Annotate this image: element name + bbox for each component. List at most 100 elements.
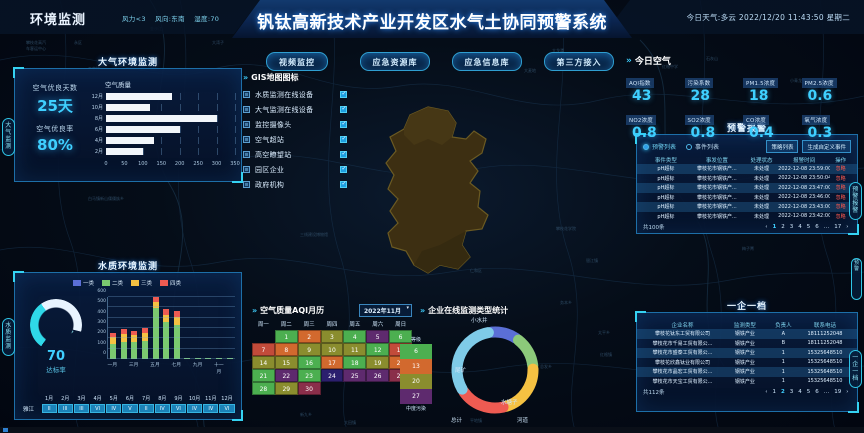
gis-layer-checkbox[interactable] xyxy=(340,150,347,158)
donut-segment[interactable] xyxy=(451,327,494,395)
calendar-day-cell[interactable]: 25 xyxy=(343,369,367,382)
gis-layer-item[interactable]: 高空瞭望站 xyxy=(243,147,347,162)
grade-cell[interactable]: IV xyxy=(106,404,122,413)
grade-cell[interactable]: VI xyxy=(219,404,235,413)
calendar-day-cell[interactable]: 4 xyxy=(343,330,367,343)
donut-segment[interactable] xyxy=(458,386,509,414)
calendar-day-cell[interactable]: 6 xyxy=(389,330,412,343)
table-row[interactable]: 攀枝花市盛泰工贸有限公... 钢铁产业 1 15325648510 xyxy=(637,348,857,358)
table-row[interactable]: 攀枝花欣鑫钛业有限公司 钢铁产业 1 15325648510 xyxy=(637,358,857,368)
page-number[interactable]: 19 xyxy=(834,389,842,395)
calendar-day-cell[interactable]: 19 xyxy=(366,356,390,369)
table-row[interactable]: pH超标 攀枝花市钢铁产... 未处理 2022-12-08 23:47:00 忽略 xyxy=(637,183,857,193)
table-row[interactable]: 攀枝花市晶宏工贸有限公... 钢铁产业 1 15325648510 xyxy=(637,367,857,377)
gis-layer-item[interactable]: 监控摄像头 xyxy=(243,117,347,132)
prev-page-button[interactable]: ‹ xyxy=(765,389,768,395)
calendar-day-cell[interactable]: 8 xyxy=(274,343,298,356)
calendar-day-cell[interactable]: 16 xyxy=(297,356,321,369)
gis-layer-checkbox[interactable] xyxy=(340,165,347,173)
calendar-day-cell[interactable]: 24 xyxy=(320,369,344,382)
tab-emergency-info[interactable]: 应急信息库 xyxy=(452,52,522,71)
calendar-day-cell[interactable]: 18 xyxy=(343,356,367,369)
calendar-day-cell[interactable]: 9 xyxy=(297,343,321,356)
page-number[interactable]: 2 xyxy=(780,389,785,395)
calendar-day-cell[interactable]: 10 xyxy=(320,343,344,356)
grade-cell[interactable]: IV xyxy=(154,404,170,413)
grade-cell[interactable]: IV xyxy=(187,404,203,413)
side-tab-atmosphere[interactable]: 大气监测 xyxy=(2,118,15,156)
month-select[interactable]: 2022年11月 xyxy=(358,304,412,317)
page-number[interactable]: 5 xyxy=(806,224,811,230)
page-number[interactable]: 4 xyxy=(798,224,802,230)
page-number[interactable]: 5 xyxy=(806,389,811,395)
tab-third-party-access[interactable]: 第三方接入 xyxy=(544,52,614,71)
create-custom-event-button[interactable]: 生成自定义事件 xyxy=(802,140,851,153)
calendar-day-cell[interactable]: 28 xyxy=(252,382,275,395)
grade-cell[interactable]: II xyxy=(138,404,154,413)
ignore-action-link[interactable]: 忽略 xyxy=(835,185,846,192)
next-page-button[interactable]: › xyxy=(846,224,849,230)
calendar-day-cell[interactable]: 1 xyxy=(274,330,298,343)
ignore-action-link[interactable]: 忽略 xyxy=(835,213,846,220)
side-scroll-handle[interactable]: 预警 xyxy=(851,258,862,300)
ignore-action-link[interactable]: 忽略 xyxy=(835,175,846,182)
ignore-action-link[interactable]: 忽略 xyxy=(835,204,846,211)
grade-cell[interactable]: II xyxy=(41,404,57,413)
strategy-list-button[interactable]: 策略列表 xyxy=(766,140,799,153)
calendar-day-cell[interactable]: 5 xyxy=(366,330,390,343)
calendar-day-cell[interactable]: 7 xyxy=(252,343,275,356)
header-module-name[interactable]: 环境监测 xyxy=(30,13,87,28)
page-number[interactable]: … xyxy=(823,389,830,395)
table-row[interactable]: 攀枝花市天宝工贸有限公... 钢铁产业 1 15325648510 xyxy=(637,377,857,387)
page-number[interactable]: 1 xyxy=(772,389,776,395)
gis-layer-checkbox[interactable] xyxy=(340,135,347,143)
calendar-day-cell[interactable]: 12 xyxy=(366,343,390,356)
page-number[interactable]: 1 xyxy=(772,224,777,230)
gis-layer-checkbox[interactable] xyxy=(340,90,347,98)
calendar-day-cell[interactable]: 15 xyxy=(274,356,298,369)
calendar-day-cell[interactable]: 30 xyxy=(297,382,321,395)
side-tab-alert[interactable]: 预警报警 xyxy=(849,182,862,220)
radio-alert-list[interactable]: 预警列表 xyxy=(643,142,676,151)
gis-layer-checkbox[interactable] xyxy=(340,105,347,113)
page-number[interactable]: 17 xyxy=(834,224,842,230)
tab-video-monitor[interactable]: 视频监控 xyxy=(266,52,328,71)
calendar-day-cell[interactable]: 14 xyxy=(252,356,275,369)
table-row[interactable]: pH超标 攀枝花市钢铁产... 未处理 2022-12-08 23:46:00 忽略 xyxy=(637,193,857,203)
gis-layer-item[interactable]: 空气超站 xyxy=(243,132,347,147)
prev-page-button[interactable]: ‹ xyxy=(765,224,768,230)
grade-cell[interactable]: IV xyxy=(203,404,219,413)
donut-segment[interactable] xyxy=(486,326,522,344)
table-row[interactable]: pH超标 攀枝花市钢铁产... 未处理 2022-12-08 23:43:00 忽略 xyxy=(637,202,857,212)
table-row[interactable]: 攀枝花市千易工贸有限公... 钢铁产业 B 18111252048 xyxy=(637,339,857,349)
table-row[interactable]: pH超标 攀枝花市钢铁产... 未处理 2022-12-08 23:50:04 忽略 xyxy=(637,174,857,184)
page-number[interactable]: 3 xyxy=(789,389,794,395)
donut-segment[interactable] xyxy=(512,334,539,372)
tab-emergency-resources[interactable]: 应急资源库 xyxy=(360,52,430,71)
table-row[interactable]: pH超标 攀枝花市钢铁产... 未处理 2022-12-08 23:42:00 忽略 xyxy=(637,212,857,222)
taskbar-app-icon[interactable] xyxy=(3,428,8,432)
calendar-day-cell[interactable]: 3 xyxy=(320,330,344,343)
page-number[interactable]: 2 xyxy=(781,224,785,230)
calendar-day-cell[interactable]: 22 xyxy=(274,369,298,382)
ignore-action-link[interactable]: 忽略 xyxy=(835,166,846,173)
donut-segment[interactable] xyxy=(500,363,539,412)
next-page-button[interactable]: › xyxy=(846,389,849,395)
gis-layer-item[interactable]: 政府机构 xyxy=(243,177,347,192)
page-number[interactable]: … xyxy=(823,224,830,230)
table-row[interactable]: 攀枝花钛东工贸有限公司 钢铁产业 A 18111252048 xyxy=(637,329,857,339)
gis-layer-item[interactable]: 大气监测在线设备 xyxy=(243,102,347,117)
gis-layer-item[interactable]: 水质监测在线设备 xyxy=(243,87,347,102)
calendar-day-cell[interactable]: 26 xyxy=(366,369,390,382)
calendar-day-cell[interactable]: 11 xyxy=(343,343,367,356)
grade-cell[interactable]: III xyxy=(73,404,90,413)
gis-layer-checkbox[interactable] xyxy=(340,180,347,188)
calendar-day-cell[interactable]: 2 xyxy=(297,330,321,343)
gis-layer-checkbox[interactable] xyxy=(340,120,347,128)
grade-cell[interactable]: VI xyxy=(170,404,187,413)
page-number[interactable]: 6 xyxy=(815,224,819,230)
side-tab-enterprise[interactable]: 一企一档 xyxy=(849,350,862,388)
calendar-day-cell[interactable]: 21 xyxy=(252,369,275,382)
grade-cell[interactable]: V xyxy=(122,404,138,413)
gis-layer-item[interactable]: 园区企业 xyxy=(243,162,347,177)
